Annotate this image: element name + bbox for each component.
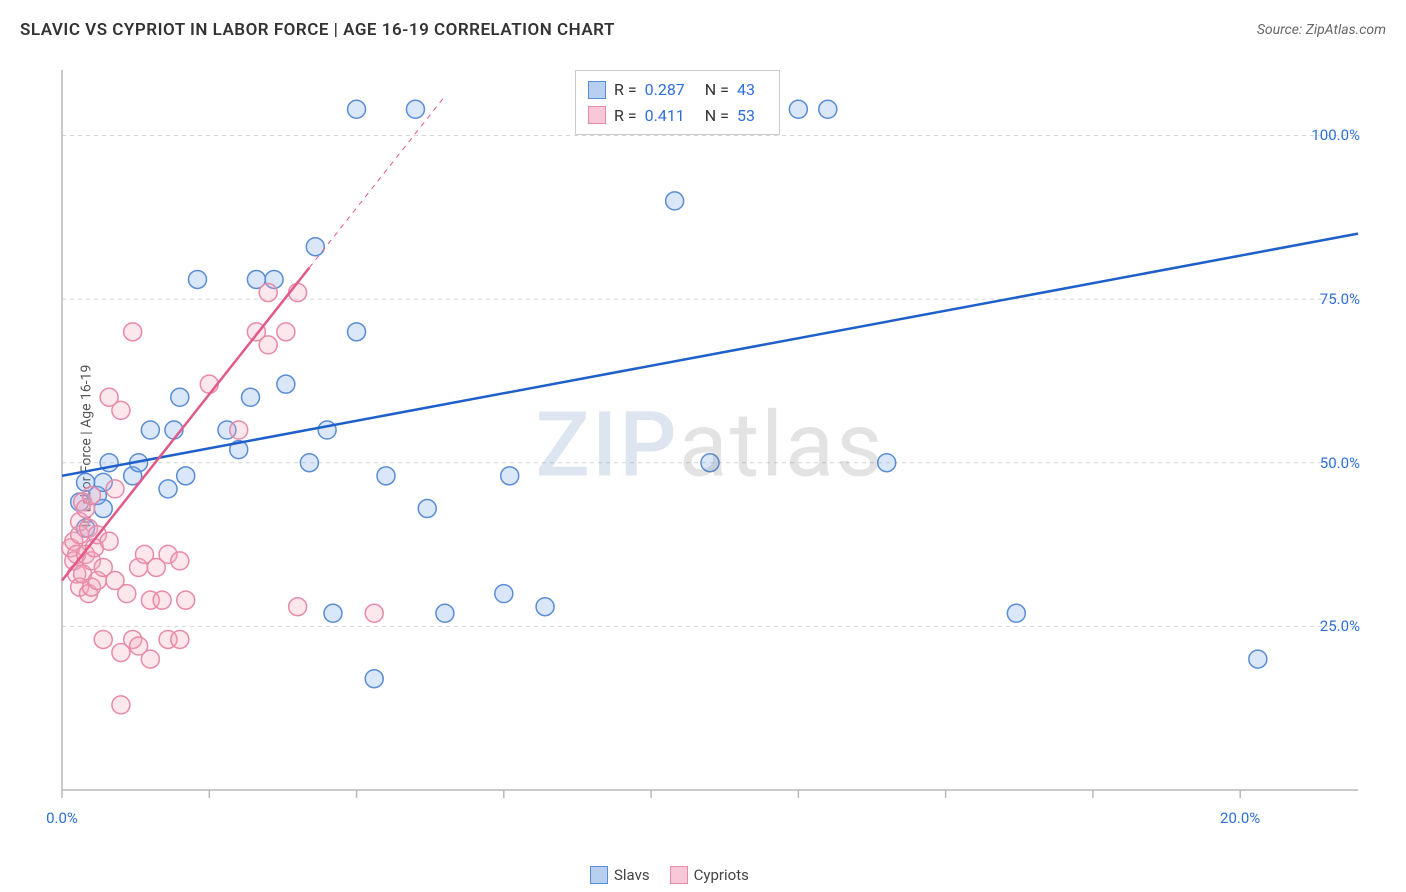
- trendline-cypriots-dashed: [309, 96, 444, 267]
- y-tick-label: 50.0%: [1320, 454, 1360, 472]
- data-point-slavs: [1249, 650, 1267, 668]
- data-point-slavs: [171, 388, 189, 406]
- legend-label: Slavs: [614, 866, 650, 884]
- series-legend: Slavs Cypriots: [590, 866, 749, 884]
- data-point-cypriots: [200, 375, 218, 393]
- y-tick-label: 75.0%: [1320, 290, 1360, 308]
- r-label: R =: [614, 103, 637, 129]
- data-point-cypriots: [277, 323, 295, 341]
- source-label: Source: ZipAtlas.com: [1257, 22, 1386, 38]
- legend-item: Slavs: [590, 866, 650, 884]
- data-point-cypriots: [118, 585, 136, 603]
- legend-swatch: [670, 866, 688, 884]
- legend-swatch: [588, 106, 606, 124]
- data-point-slavs: [348, 100, 366, 118]
- data-point-slavs: [701, 454, 719, 472]
- data-point-slavs: [306, 238, 324, 256]
- data-point-slavs: [436, 604, 454, 622]
- legend-label: Cypriots: [694, 866, 749, 884]
- r-value: 0.411: [645, 103, 685, 129]
- x-tick-label: 0.0%: [46, 809, 78, 827]
- data-point-cypriots: [365, 604, 383, 622]
- n-value: 53: [737, 103, 755, 129]
- data-point-cypriots: [100, 532, 118, 550]
- scatter-plot: ZIPatlas 25.0%50.0%75.0%100.0% 0.0%20.0%: [50, 65, 1370, 825]
- data-point-slavs: [418, 500, 436, 518]
- data-point-slavs: [377, 467, 395, 485]
- data-point-slavs: [277, 375, 295, 393]
- data-point-cypriots: [289, 598, 307, 616]
- r-label: R =: [614, 77, 637, 103]
- data-point-slavs: [300, 454, 318, 472]
- legend-row: R = 0.287 N = 43: [588, 77, 767, 103]
- n-value: 43: [737, 77, 755, 103]
- data-point-cypriots: [171, 552, 189, 570]
- data-point-slavs: [177, 467, 195, 485]
- data-point-slavs: [501, 467, 519, 485]
- data-point-slavs: [188, 270, 206, 288]
- data-point-cypriots: [141, 650, 159, 668]
- chart-svg: [50, 65, 1370, 825]
- y-tick-label: 100.0%: [1311, 126, 1360, 144]
- data-point-cypriots: [153, 591, 171, 609]
- data-point-cypriots: [112, 696, 130, 714]
- trendline-cypriots: [62, 268, 309, 581]
- n-label: N =: [705, 77, 729, 103]
- data-point-cypriots: [230, 421, 248, 439]
- data-point-slavs: [159, 480, 177, 498]
- data-point-cypriots: [112, 401, 130, 419]
- data-point-cypriots: [106, 480, 124, 498]
- data-point-slavs: [406, 100, 424, 118]
- data-point-cypriots: [259, 284, 277, 302]
- data-point-slavs: [365, 670, 383, 688]
- data-point-slavs: [1007, 604, 1025, 622]
- data-point-slavs: [666, 192, 684, 210]
- data-point-slavs: [495, 585, 513, 603]
- x-tick-label: 20.0%: [1220, 809, 1260, 827]
- data-point-slavs: [878, 454, 896, 472]
- legend-row: R = 0.411 N = 53: [588, 103, 767, 129]
- r-value: 0.287: [645, 77, 685, 103]
- legend-item: Cypriots: [670, 866, 749, 884]
- data-point-cypriots: [171, 630, 189, 648]
- n-label: N =: [705, 103, 729, 129]
- data-point-slavs: [324, 604, 342, 622]
- data-point-cypriots: [259, 336, 277, 354]
- chart-header: SLAVIC VS CYPRIOT IN LABOR FORCE | AGE 1…: [20, 20, 1386, 40]
- legend-swatch: [588, 81, 606, 99]
- chart-title: SLAVIC VS CYPRIOT IN LABOR FORCE | AGE 1…: [20, 20, 615, 40]
- data-point-cypriots: [177, 591, 195, 609]
- data-point-slavs: [789, 100, 807, 118]
- data-point-slavs: [536, 598, 554, 616]
- data-point-slavs: [819, 100, 837, 118]
- data-point-slavs: [141, 421, 159, 439]
- data-point-slavs: [318, 421, 336, 439]
- legend-swatch: [590, 866, 608, 884]
- data-point-slavs: [242, 388, 260, 406]
- data-point-cypriots: [82, 486, 100, 504]
- y-tick-label: 25.0%: [1320, 617, 1360, 635]
- data-point-cypriots: [94, 630, 112, 648]
- correlation-legend: R = 0.287 N = 43 R = 0.411 N = 53: [575, 70, 780, 135]
- data-point-cypriots: [124, 323, 142, 341]
- data-point-slavs: [348, 323, 366, 341]
- data-point-cypriots: [289, 284, 307, 302]
